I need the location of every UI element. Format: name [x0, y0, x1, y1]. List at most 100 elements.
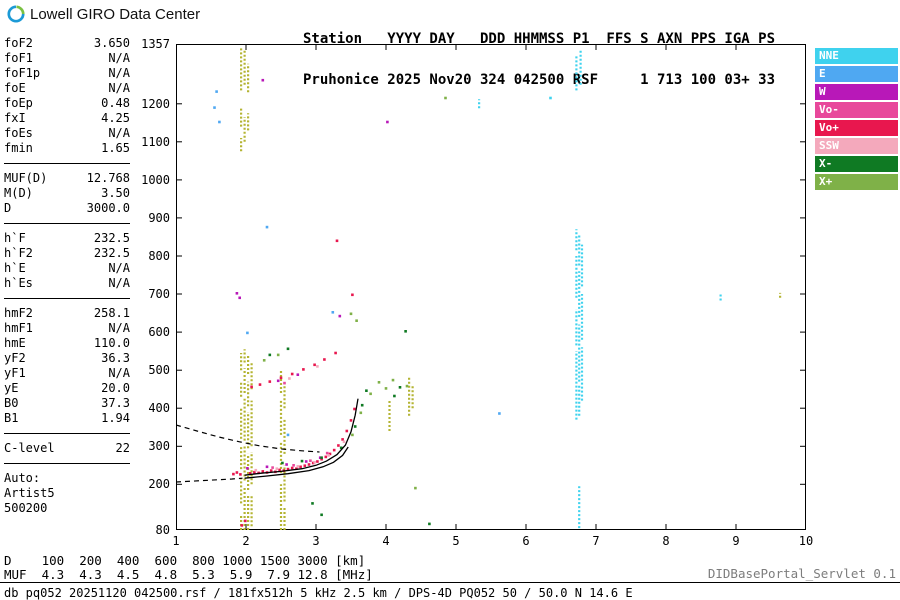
legend-item-e: E	[815, 66, 898, 82]
param-row-foes: foEs N/A	[4, 126, 130, 141]
param-label: h`F	[4, 231, 26, 245]
param-value: 3000.0	[86, 201, 130, 215]
y-tick-label: 900	[148, 211, 170, 225]
param-label: MUF(D)	[4, 171, 48, 185]
brand-title: Lowell GIRO Data Center	[30, 5, 201, 23]
ionogram-canvas	[175, 43, 807, 531]
param-label: D	[4, 201, 12, 215]
param-row-yf2: yF2 36.3	[4, 351, 130, 366]
param-label: foEs	[4, 126, 33, 140]
param-value: N/A	[108, 276, 130, 290]
param-row-hme: hmE 110.0	[4, 336, 130, 351]
param-row-hmf2: hmF2 258.1	[4, 306, 130, 321]
param-row-hes: h`Es N/A	[4, 276, 130, 291]
panel-divider	[4, 433, 130, 434]
param-label: M(D)	[4, 186, 33, 200]
param-label: B0	[4, 396, 19, 410]
param-row-foep: foEp 0.48	[4, 96, 130, 111]
auto-info-line: Artist5	[4, 486, 55, 500]
param-panel: foF2 3.650 foF1 N/A foF1p N/A foE N/A foEp 0.48 fx…	[4, 36, 130, 516]
panel-divider	[4, 298, 130, 299]
param-value: 12.768	[86, 171, 130, 185]
brand[interactable]: Lowell GIRO Data Center	[7, 5, 200, 23]
y-tick-label: 300	[148, 439, 170, 453]
param-row-d: D 3000.0	[4, 201, 130, 216]
y-tick-label: 500	[148, 363, 170, 377]
param-label: yF2	[4, 351, 26, 365]
param-label: B1	[4, 411, 19, 425]
param-label: hmE	[4, 336, 26, 350]
param-row-fxi: fxI 4.25	[4, 111, 130, 126]
param-value: 1.65	[101, 141, 130, 155]
param-value: 3.650	[93, 36, 130, 50]
param-label: yE	[4, 381, 19, 395]
panel-divider	[4, 163, 130, 164]
x-tick-label: 5	[452, 534, 460, 548]
x-tick-label: 10	[798, 534, 814, 548]
param-value: N/A	[108, 261, 130, 275]
panel-divider	[4, 463, 130, 464]
param-label: h`F2	[4, 246, 33, 260]
param-label: hmF2	[4, 306, 33, 320]
param-row-he: h`E N/A	[4, 261, 130, 276]
param-label: foF1p	[4, 66, 41, 80]
param-value: N/A	[108, 66, 130, 80]
param-label: C-level	[4, 441, 55, 455]
param-row-foe: foE N/A	[4, 81, 130, 96]
param-value: N/A	[108, 366, 130, 380]
param-value: 232.5	[93, 231, 130, 245]
y-tick-label: 1000	[141, 173, 170, 187]
param-row-fof2: foF2 3.650	[4, 36, 130, 51]
station-header: Station YYYY DAY DDD HHMMSS P1 FFS S AXN…	[303, 6, 775, 101]
param-row-hf2: h`F2 232.5	[4, 246, 130, 261]
ionogram-plot	[175, 43, 807, 531]
x-tick-label: 2	[242, 534, 250, 548]
param-row-b0: B0 37.3	[4, 396, 130, 411]
param-label: foE	[4, 81, 26, 95]
legend-item-x-: X+	[815, 174, 898, 190]
param-value: N/A	[108, 126, 130, 140]
param-value: 0.48	[101, 96, 130, 110]
muf-frequency-row: MUF 4.3 4.3 4.5 4.8 5.3 5.9 7.9 12.8 [MH…	[4, 567, 373, 582]
param-value: 20.0	[101, 381, 130, 395]
param-row-b1: B1 1.94	[4, 411, 130, 426]
param-value: 258.1	[93, 306, 130, 320]
param-value: N/A	[108, 51, 130, 65]
param-value: N/A	[108, 321, 130, 335]
muf-distance-row: D 100 200 400 600 800 1000 1500 3000 [km…	[4, 553, 366, 568]
station-header-columns: Station YYYY DAY DDD HHMMSS P1 FFS S AXN…	[303, 31, 776, 47]
legend-item-vo-: Vo+	[815, 120, 898, 136]
param-row-hf: h`F 232.5	[4, 231, 130, 246]
x-tick-label: 3	[312, 534, 320, 548]
y-tick-label: 80	[155, 523, 170, 537]
param-row-fmin: fmin 1.65	[4, 141, 130, 156]
param-value: 4.25	[101, 111, 130, 125]
param-value: 37.3	[101, 396, 130, 410]
y-axis-labels: 80 200 300 400 500 600 700 800 900 1000 1100 1200 13…	[128, 37, 172, 537]
y-tick-label: 800	[148, 249, 170, 263]
legend: NNE E W Vo- Vo+ SSW X- X+	[815, 48, 898, 192]
y-tick-label: 400	[148, 401, 170, 415]
servlet-version: DIDBasePortal_Servlet 0.1	[707, 566, 896, 581]
param-label: fmin	[4, 141, 33, 155]
x-tick-label: 1	[172, 534, 180, 548]
param-row-yf1: yF1 N/A	[4, 366, 130, 381]
y-tick-label: 1100	[141, 135, 170, 149]
y-tick-label: 200	[148, 477, 170, 491]
legend-item-ssw: SSW	[815, 138, 898, 154]
y-tick-label: 600	[148, 325, 170, 339]
param-row-fof1: foF1 N/A	[4, 51, 130, 66]
param-value: 110.0	[93, 336, 130, 350]
y-tick-label: 1200	[141, 97, 170, 111]
param-row-fof1p: foF1p N/A	[4, 66, 130, 81]
auto-info-line: Auto:	[4, 471, 41, 485]
x-axis-labels: 1 2 3 4 5 6 7 8 9 10	[172, 534, 813, 548]
giro-logo-icon	[7, 5, 25, 23]
param-value: 36.3	[101, 351, 130, 365]
legend-item-nne: NNE	[815, 48, 898, 64]
param-row-hmf1: hmF1 N/A	[4, 321, 130, 336]
param-label: fxI	[4, 111, 26, 125]
x-tick-label: 8	[662, 534, 670, 548]
param-row-md: M(D) 3.50	[4, 186, 130, 201]
param-label: foF1	[4, 51, 33, 65]
